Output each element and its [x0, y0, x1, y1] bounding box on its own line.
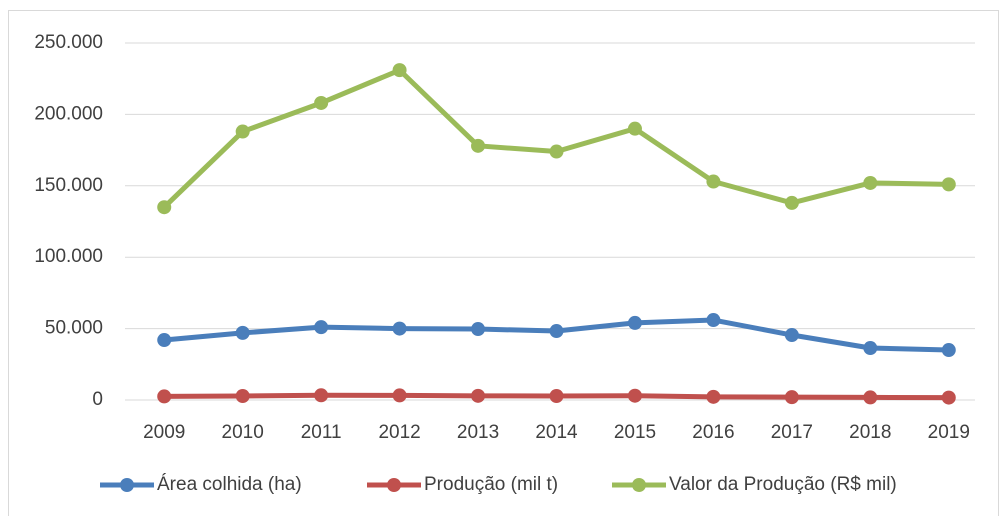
data-point	[235, 124, 250, 139]
series-line	[162, 67, 949, 210]
data-point	[549, 144, 564, 159]
data-point	[157, 333, 172, 348]
data-point	[706, 389, 721, 404]
data-point	[314, 320, 329, 335]
x-tick-label: 2019	[928, 422, 970, 443]
data-point	[941, 177, 956, 192]
data-point	[941, 343, 956, 358]
data-point	[706, 174, 721, 189]
y-tick-label: 0	[92, 389, 103, 410]
data-point	[392, 388, 407, 403]
x-tick-label: 2013	[457, 422, 499, 443]
x-tick-label: 2015	[614, 422, 656, 443]
legend-label: Área colhida (ha)	[157, 474, 302, 495]
x-tick-label: 2012	[378, 422, 420, 443]
y-tick-label: 150.000	[34, 175, 103, 196]
data-point	[549, 389, 564, 404]
data-point	[784, 195, 799, 210]
x-tick-label: 2017	[771, 422, 813, 443]
x-tick-label: 2011	[301, 422, 342, 443]
legend-label: Produção (mil t)	[424, 474, 558, 495]
x-tick-label: 2009	[143, 422, 185, 443]
legend-marker	[632, 478, 646, 492]
data-point	[627, 315, 642, 330]
y-tick-label: 250.000	[34, 32, 103, 53]
chart-border	[8, 10, 999, 516]
x-tick-label: 2014	[535, 422, 578, 443]
data-point	[941, 390, 956, 405]
data-point	[627, 121, 642, 136]
y-tick-label: 100.000	[34, 246, 103, 267]
legend-marker	[120, 478, 134, 492]
x-tick-label: 2016	[692, 422, 734, 443]
data-point	[863, 341, 878, 356]
data-point	[157, 200, 172, 215]
y-tick-label: 50.000	[45, 318, 103, 339]
x-tick-label: 2010	[222, 422, 264, 443]
data-point	[784, 328, 799, 343]
data-point	[392, 321, 407, 336]
x-tick-label: 2018	[849, 422, 891, 443]
data-point	[784, 390, 799, 405]
data-point	[627, 388, 642, 403]
legend-marker	[387, 478, 401, 492]
data-point	[235, 325, 250, 340]
data-point	[863, 390, 878, 405]
data-point	[157, 389, 172, 404]
data-point	[392, 63, 407, 78]
data-point	[863, 175, 878, 190]
data-point	[471, 388, 486, 403]
y-tick-label: 200.000	[34, 103, 103, 124]
data-point	[235, 389, 250, 404]
data-point	[314, 388, 329, 403]
legend-label: Valor da Produção (R$ mil)	[669, 474, 897, 495]
data-point	[471, 322, 486, 337]
data-point	[706, 313, 721, 328]
data-point	[471, 138, 486, 153]
data-point	[549, 324, 564, 339]
data-point	[314, 95, 329, 110]
